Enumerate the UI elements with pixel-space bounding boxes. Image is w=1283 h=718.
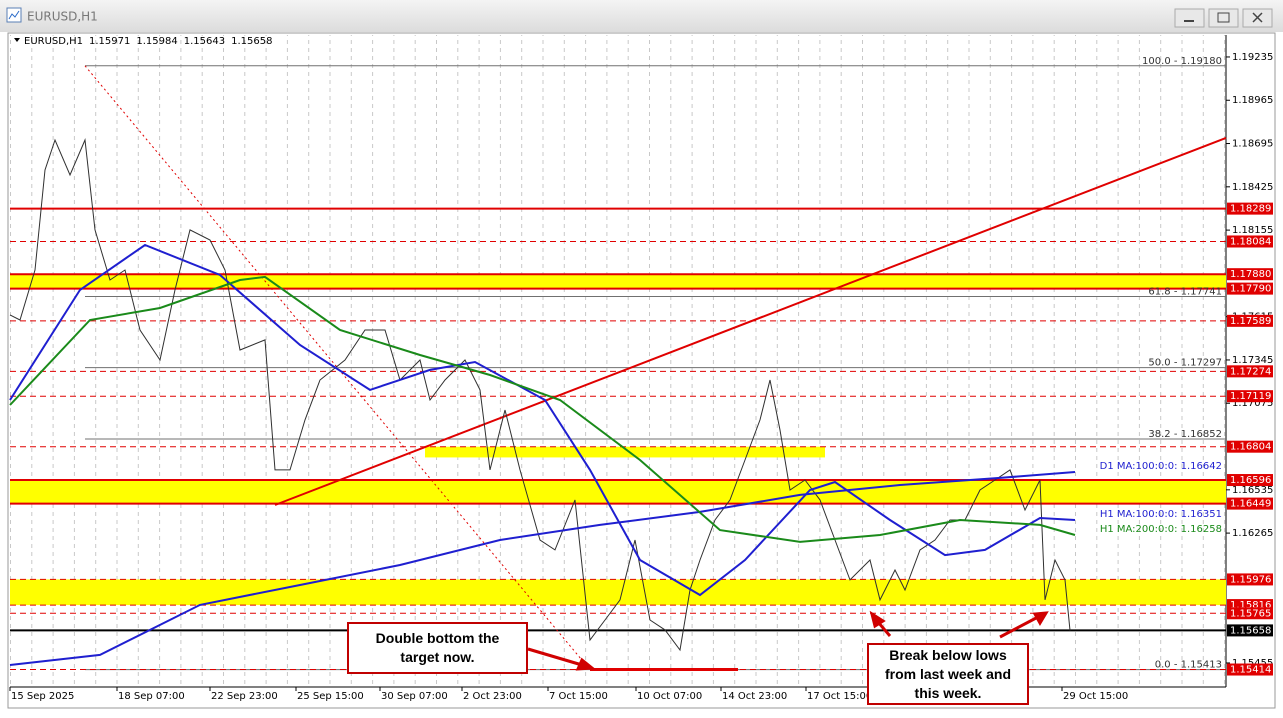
annotation: Break below lows from last week and this… [867,643,1029,705]
ma-label: H1 MA:200:0:0: 1.16258 [1100,524,1222,535]
price-label: 1.17589 [1230,316,1271,327]
ohlc-value: 1.15984 [136,36,177,47]
price-label-box [1227,235,1273,248]
fib-label: 100.0 - 1.19180 [1142,56,1222,67]
x-tick-label: 15 Sep 2025 [11,691,74,702]
time-grid [10,35,1226,687]
price-label: 1.16449 [1230,499,1271,510]
price-label-box [1227,390,1273,403]
price-label-box [1227,663,1273,676]
x-tick-label: 7 Oct 15:00 [549,691,608,702]
title-bar [0,0,1283,32]
trend-line [274,136,1227,506]
price-label: 1.17880 [1230,269,1271,280]
fib-label: 50.0 - 1.17297 [1148,358,1222,369]
arrowhead [869,610,886,629]
symbol: EURUSD,H1 [24,36,83,47]
y-tick-label: 1.16535 [1232,485,1273,496]
zone [10,274,1226,289]
price-label-box [1227,365,1273,378]
moving-average [9,243,1076,597]
x-tick-label: 30 Sep 07:00 [381,691,448,702]
price-label: 1.15414 [1230,665,1271,676]
ohlc-value: 1.15971 [89,36,130,47]
symbol-header: EURUSD,H1 1.15971 1.15984 1.15643 1.15658 [24,36,272,47]
price-label: 1.15816 [1230,600,1271,611]
arrowhead [1032,611,1049,626]
y-tick-label: 1.18695 [1232,139,1273,150]
x-tick-label: 22 Sep 23:00 [211,691,278,702]
price-label: 1.18084 [1230,236,1271,247]
dropdown-arrow [14,38,20,42]
y-tick-label: 1.15455 [1232,658,1273,669]
window-title: EURUSD,H1 [27,10,98,24]
price-line [9,138,1071,652]
x-tick-label: 2 Oct 23:00 [463,691,522,702]
arrow [527,647,583,667]
moving-average [9,471,1076,666]
price-label-box [1227,268,1273,281]
price-label: 1.17119 [1230,391,1271,402]
annotation: Double bottom the target now. [347,622,528,674]
price-label-box [1227,497,1273,510]
y-tick-label: 1.18425 [1232,182,1273,193]
fib-label: 38.2 - 1.16852 [1148,429,1222,440]
price-label: 1.16596 [1230,475,1271,486]
ohlc-value: 1.15658 [231,36,272,47]
price-label: 1.15976 [1230,574,1271,585]
maximize-button[interactable] [1208,8,1239,28]
x-tick-label: 10 Oct 07:00 [637,691,702,702]
close-icon [1252,12,1263,23]
y-tick-label: 1.17075 [1232,398,1273,409]
zone [10,579,1226,606]
zone [425,446,825,458]
ohlc-value: 1.15643 [184,36,225,47]
price-label-box [1227,314,1273,327]
moving-average [9,275,1076,543]
price-label-box [1227,440,1273,453]
ma-label: H1 MA:100:0:0: 1.16351 [1100,509,1222,520]
y-tick-label: 1.19235 [1232,52,1273,63]
fib-label: 0.0 - 1.15413 [1155,660,1222,671]
window-icon [6,7,22,23]
price-label: 1.17274 [1230,366,1271,377]
price-label-box [1227,607,1273,620]
arrow [999,615,1039,639]
y-tick-label: 1.18155 [1232,225,1273,236]
price-label-box [1227,202,1273,215]
x-tick-label: 14 Oct 23:00 [722,691,787,702]
price-label-box [1227,474,1273,487]
minimize-button[interactable] [1174,8,1205,28]
window-icon [8,10,20,20]
x-tick-label: 29 Oct 15:00 [1063,691,1128,702]
price-label: 1.15765 [1230,608,1271,619]
x-tick-label: 25 Sep 15:00 [297,691,364,702]
x-tick-label: 17 Oct 15:00 [807,691,872,702]
arrowhead [575,657,596,671]
maximize-icon [1217,12,1230,23]
price-label-box [1227,624,1273,637]
price-label: 1.18289 [1230,204,1271,215]
price-label: 1.17790 [1230,284,1271,295]
price-label: 1.15658 [1230,625,1271,636]
price-label-box [1227,573,1273,586]
price-label: 1.16804 [1230,442,1271,453]
x-tick-label: 18 Sep 07:00 [118,691,185,702]
zone [10,480,1226,504]
fib-diagonal [84,65,591,671]
y-tick-label: 1.16265 [1232,528,1273,539]
ma-label: D1 MA:100:0:0: 1.16642 [1100,461,1222,472]
price-label-box [1227,282,1273,295]
y-tick-label: 1.17345 [1232,355,1273,366]
fib-label: 61.8 - 1.17741 [1148,286,1222,297]
annotation-arrows [527,610,1049,671]
y-tick-label: 1.18965 [1232,95,1273,106]
